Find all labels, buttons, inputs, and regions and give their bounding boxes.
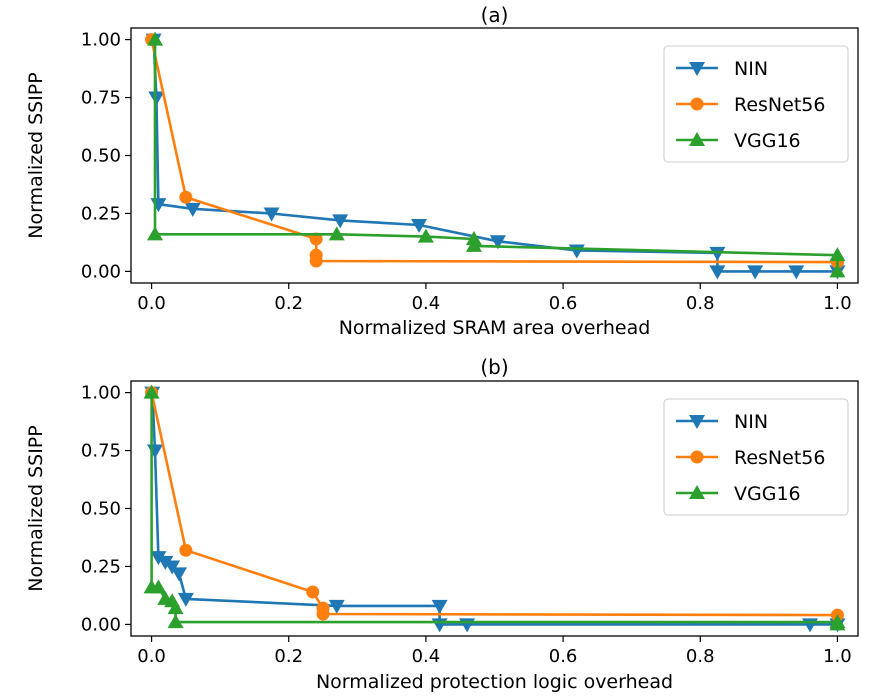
data-point (829, 616, 846, 631)
y-tick-label: 0.25 (81, 556, 121, 577)
data-point (179, 543, 193, 557)
data-point (171, 567, 188, 582)
x-tick-label: 1.0 (823, 293, 852, 314)
data-point (309, 254, 323, 268)
y-tick-label: 0.75 (81, 441, 121, 462)
legend-label: VGG16 (734, 483, 801, 505)
x-tick-label: 1.0 (823, 646, 852, 667)
data-point (332, 214, 349, 229)
legend-box (663, 45, 849, 163)
legend-item-nin: NIN (676, 58, 768, 80)
panel-b-frame (130, 380, 859, 637)
y-tick-label: 0.50 (81, 499, 121, 520)
y-tick-label: 0.00 (81, 614, 121, 635)
data-point (147, 444, 164, 459)
data-point (431, 599, 448, 614)
data-point (263, 207, 280, 222)
panel-a-title: (a) (481, 3, 509, 27)
panel-a-legend: NIN ResNet56 VGG16 (663, 45, 849, 163)
data-point (709, 246, 726, 261)
series-line-resnet56 (150, 39, 838, 264)
data-point (829, 263, 846, 278)
legend-marker (690, 97, 704, 111)
panel-a-y-axis-label: Normalized SSIPP (25, 72, 47, 238)
panel-a: (a) 0.0 0.2 0.4 0.6 0.8 1.0 0.00 0.25 0.50 0.75 1.0… (25, 3, 859, 339)
data-point (309, 232, 323, 246)
panel-b-x-axis-label: Normalized protection logic overhead (316, 671, 673, 693)
data-point (157, 555, 174, 570)
data-point (167, 600, 184, 615)
data-point (143, 384, 160, 399)
data-point (316, 607, 330, 621)
legend-item-resnet56: ResNet56 (676, 94, 825, 116)
data-point (179, 190, 193, 204)
data-point (328, 226, 345, 241)
y-tick-label: 0.25 (81, 203, 121, 224)
legend-marker (689, 62, 705, 76)
data-point (747, 265, 764, 280)
x-tick-label: 0.8 (686, 646, 715, 667)
x-tick-label: 0.4 (412, 646, 441, 667)
data-point (489, 235, 506, 250)
y-tick-label: 1.00 (81, 383, 121, 404)
data-point (167, 614, 184, 629)
y-tick-label: 0.75 (81, 88, 121, 109)
legend-item-nin: NIN (676, 411, 768, 433)
legend-box (663, 398, 849, 516)
x-tick-label: 0.8 (686, 293, 715, 314)
legend-item-vgg16: VGG16 (676, 483, 801, 505)
series-line-nin (152, 39, 838, 273)
x-tick-label: 0.2 (274, 293, 303, 314)
x-tick-label: 0.0 (137, 293, 166, 314)
series-resnet56 (145, 386, 844, 622)
legend-marker (689, 415, 705, 429)
y-tick-label: 1.00 (81, 30, 121, 51)
legend-label: NIN (734, 411, 768, 433)
legend-label: VGG16 (734, 130, 801, 152)
data-point (177, 592, 194, 607)
legend-label: ResNet56 (734, 447, 825, 469)
panel-a-x-axis-label: Normalized SRAM area overhead (339, 317, 651, 339)
legend-item-resnet56: ResNet56 (676, 447, 825, 469)
data-point (148, 91, 165, 106)
panel-b: (b) 0.0 0.2 0.4 0.6 0.8 1.0 0.00 0.25 0.50 0.75 1.0… (25, 355, 859, 693)
x-tick-label: 0.6 (549, 293, 578, 314)
legend-item-vgg16: VGG16 (676, 130, 801, 152)
data-point (306, 585, 320, 599)
y-tick-label: 0.00 (81, 261, 121, 282)
data-point (709, 265, 726, 280)
legend-marker (690, 450, 704, 464)
data-point (147, 31, 164, 46)
series-vgg16 (143, 384, 846, 631)
data-point (788, 265, 805, 280)
data-point (465, 237, 482, 252)
x-tick-label: 0.0 (137, 646, 166, 667)
panel-a-frame (130, 27, 859, 284)
panel-b-title: (b) (480, 355, 508, 379)
data-point (147, 226, 164, 241)
y-tick-label: 0.50 (81, 146, 121, 167)
legend-marker (689, 132, 705, 146)
series-vgg16 (147, 31, 846, 278)
series-resnet56 (145, 33, 844, 269)
data-point (150, 551, 167, 566)
data-point (328, 599, 345, 614)
data-point (411, 219, 428, 234)
x-tick-label: 0.2 (274, 646, 303, 667)
data-point (829, 247, 846, 262)
legend-marker (689, 485, 705, 499)
panel-b-legend: NIN ResNet56 VGG16 (663, 398, 849, 516)
series-line-vgg16 (153, 39, 839, 272)
data-point (184, 202, 201, 217)
x-tick-label: 0.4 (412, 293, 441, 314)
data-point (417, 228, 434, 243)
panel-b-y-axis-label: Normalized SSIPP (25, 425, 47, 591)
series-line-resnet56 (150, 392, 838, 617)
data-point (150, 579, 167, 594)
x-tick-label: 0.6 (549, 646, 578, 667)
legend-label: NIN (734, 58, 768, 80)
legend-label: ResNet56 (734, 94, 825, 116)
